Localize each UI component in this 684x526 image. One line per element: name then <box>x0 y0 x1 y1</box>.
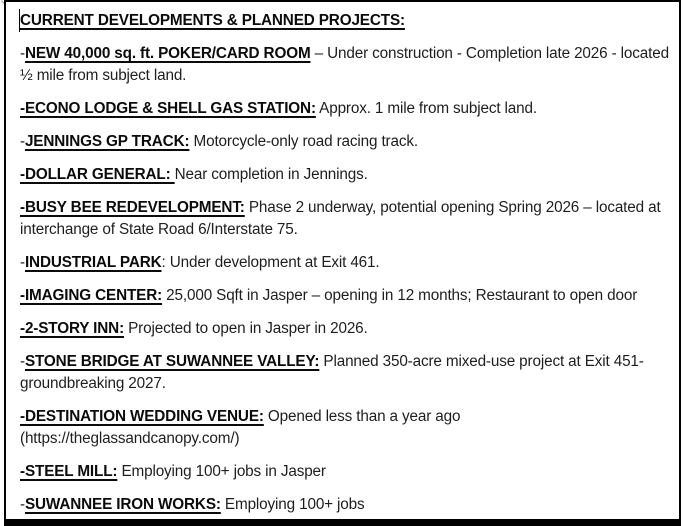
project-entry-busy-bee: -BUSY BEE REDEVELOPMENT: Phase 2 underwa… <box>20 197 670 241</box>
entry-description: 25,000 Sqft in Jasper – opening in 12 mo… <box>162 287 638 304</box>
text-cursor <box>18 9 21 32</box>
project-entry-dollar-general: -DOLLAR GENERAL: Near completion in Jenn… <box>20 164 670 186</box>
project-entry-poker-room: -NEW 40,000 sq. ft. POKER/CARD ROOM – Un… <box>20 43 670 87</box>
entry-heading: -DOLLAR GENERAL: <box>20 166 175 183</box>
entry-description: Near completion in Jennings. <box>174 166 368 183</box>
entry-description: – Under construction - Completion late 2… <box>20 45 669 84</box>
entry-description: Opened less than a year ago (https://the… <box>20 408 461 447</box>
entry-heading: INDUSTRIAL PARK <box>24 254 162 271</box>
section-title: CURRENT DEVELOPMENTS & PLANNED PROJECTS: <box>20 10 670 32</box>
entry-description: Employing 100+ jobs in Jasper <box>117 463 326 480</box>
entry-heading: -BUSY BEE REDEVELOPMENT: <box>20 199 245 216</box>
entry-description: Projected to open in Jasper in 2026. <box>124 320 368 337</box>
entry-dash: - <box>20 45 25 62</box>
entry-heading: STONE BRIDGE AT SUWANNEE VALLEY: <box>24 353 320 370</box>
entry-dash: - <box>20 133 25 150</box>
project-entry-stone-bridge: -STONE BRIDGE AT SUWANNEE VALLEY: Planne… <box>20 351 670 395</box>
entry-description: Phase 2 underway, potential opening Spri… <box>20 199 661 238</box>
project-entry-jennings-gp-track: -JENNINGS GP TRACK: Motorcycle-only road… <box>20 131 670 153</box>
section-title-text: CURRENT DEVELOPMENTS & PLANNED PROJECTS: <box>20 12 405 29</box>
entry-heading: -IMAGING CENTER: <box>20 287 163 304</box>
entry-description: Motorcycle-only road racing track. <box>189 133 419 150</box>
entry-description: Employing 100+ jobs <box>220 496 365 513</box>
entry-dash: - <box>20 353 25 370</box>
entry-heading: NEW 40,000 sq. ft. POKER/CARD ROOM <box>24 45 311 62</box>
project-entry-steel-mill: -STEEL MILL: Employing 100+ jobs in Jasp… <box>20 461 670 483</box>
entry-dash: - <box>20 254 25 271</box>
entry-description: Approx. 1 mile from subject land. <box>315 100 537 117</box>
entry-description: : Under development at Exit 461. <box>161 254 380 271</box>
entry-heading: JENNINGS GP TRACK: <box>24 133 190 150</box>
project-entry-suwannee-iron-works: -SUWANNEE IRON WORKS: Employing 100+ job… <box>20 494 670 516</box>
entry-description: Planned 350-acre mixed-use project at Ex… <box>20 353 644 392</box>
entry-heading: -2-STORY INN: <box>20 320 125 337</box>
entry-heading: -DESTINATION WEDDING VENUE: <box>20 408 264 425</box>
document-text-area[interactable]: CURRENT DEVELOPMENTS & PLANNED PROJECTS:… <box>4 0 681 526</box>
project-entry-2-story-inn: -2-STORY INN: Projected to open in Jaspe… <box>20 318 670 340</box>
entry-dash: - <box>20 496 25 513</box>
project-entry-imaging-center: -IMAGING CENTER: 25,000 Sqft in Jasper –… <box>20 285 670 307</box>
project-entry-wedding-venue: -DESTINATION WEDDING VENUE: Opened less … <box>20 406 670 450</box>
project-entry-industrial-park: -INDUSTRIAL PARK: Under development at E… <box>20 252 670 274</box>
entry-heading: SUWANNEE IRON WORKS: <box>24 496 221 513</box>
entry-heading: -STEEL MILL: <box>20 463 118 480</box>
entry-heading: -ECONO LODGE & SHELL GAS STATION: <box>20 100 316 117</box>
project-entry-econo-lodge: -ECONO LODGE & SHELL GAS STATION: Approx… <box>20 98 670 120</box>
